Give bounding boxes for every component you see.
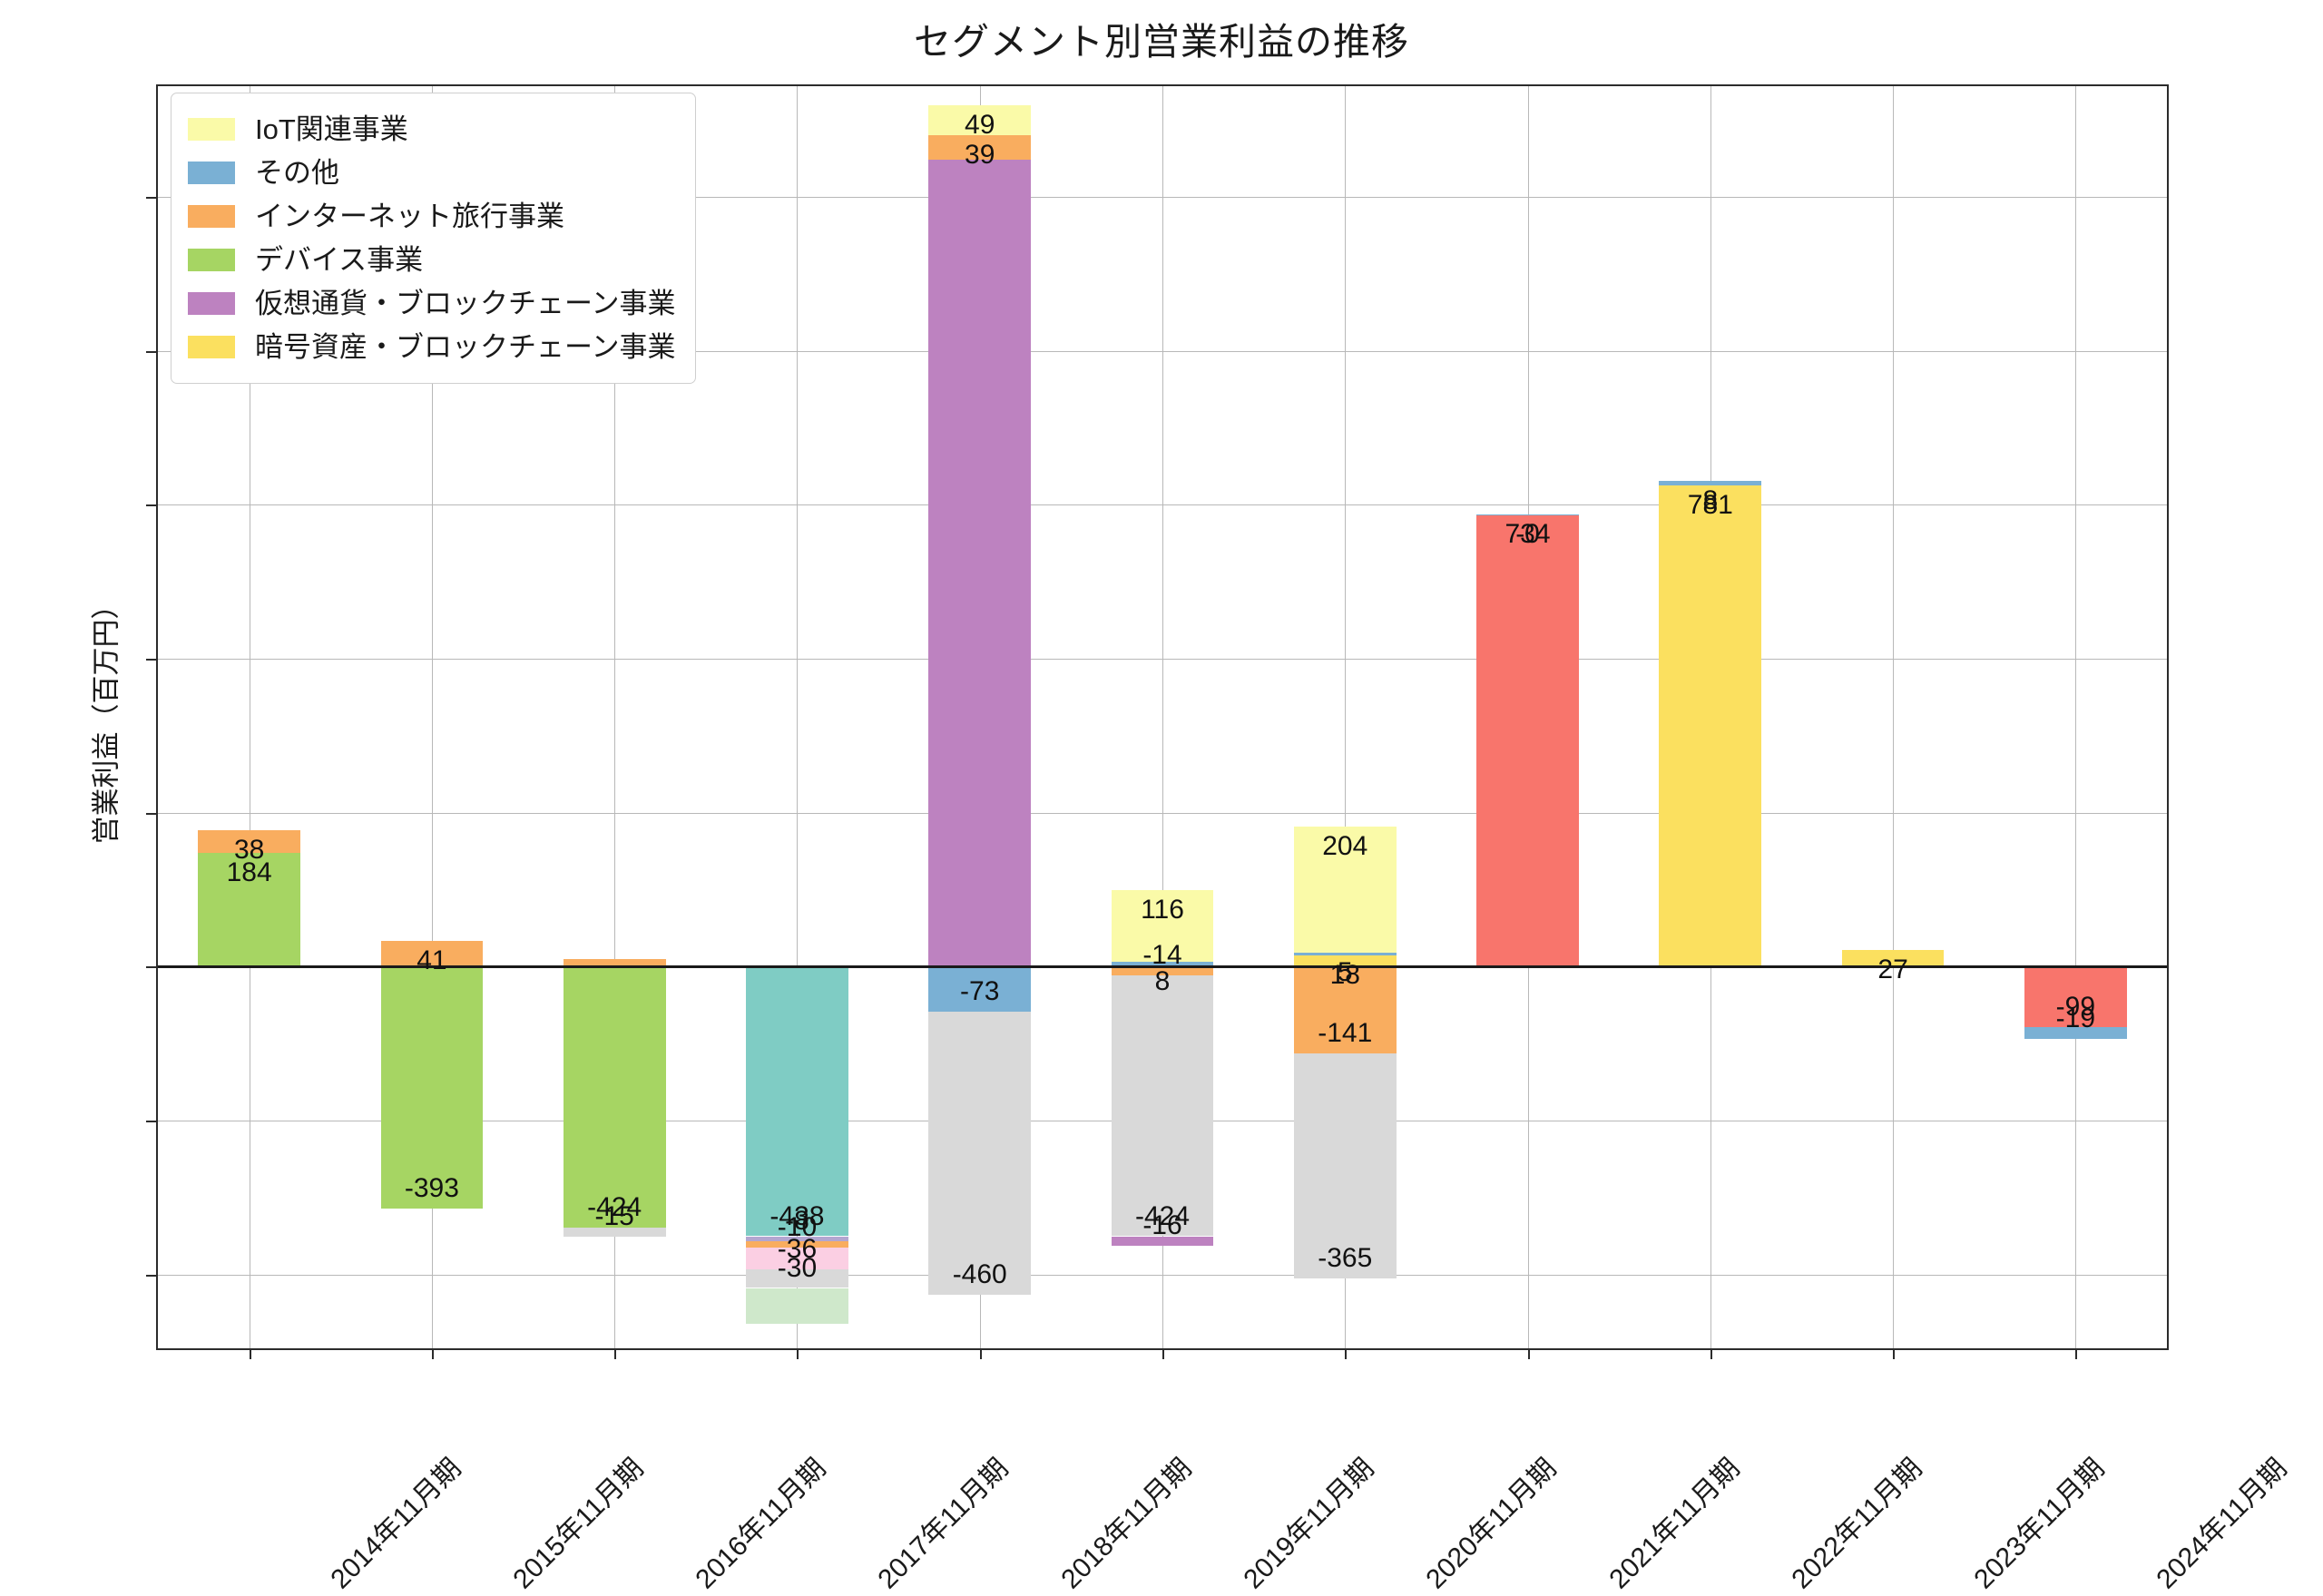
y-axis-tick-mark	[146, 1274, 158, 1277]
bar-segment[interactable]	[380, 941, 484, 967]
chart-legend: IoT関連事業 その他インターネット旅行事業 デバイス事業仮想通貨・ブロックチェーン…	[171, 93, 697, 384]
legend-swatch-icon	[188, 161, 235, 184]
bar-segment[interactable]	[746, 1288, 848, 1324]
bar-segment[interactable]	[1111, 1236, 1214, 1247]
x-axis-tick-label: 2019年11月期	[1238, 1453, 1380, 1595]
legend-swatch-icon	[188, 117, 235, 141]
x-axis-tick-mark	[797, 1348, 799, 1359]
bar-segment[interactable]	[928, 135, 1032, 160]
x-axis-tick-label: 2020年11月期	[1420, 1453, 1563, 1595]
x-axis-tick-label: 2021年11月期	[1603, 1453, 1746, 1595]
x-axis-tick-label: 2023年11月期	[1968, 1453, 2111, 1595]
bar-segment[interactable]	[928, 159, 1032, 967]
x-axis-tick-mark	[1710, 1348, 1712, 1359]
gridline-vertical	[2075, 86, 2077, 1348]
bar-segment[interactable]	[1293, 955, 1397, 967]
x-axis-tick-mark	[2075, 1348, 2078, 1359]
legend-item-label: その他	[255, 156, 339, 189]
gridline-vertical	[1893, 86, 1895, 1348]
legend-item-label: インターネット旅行事業	[255, 200, 564, 232]
bar-segment[interactable]	[746, 1247, 848, 1270]
y-axis-tick-mark	[146, 966, 158, 969]
x-axis-tick-label: 2024年11月期	[2151, 1453, 2293, 1595]
bar-segment[interactable]	[2024, 966, 2127, 1028]
gridline-vertical	[797, 86, 799, 1348]
bar-segment[interactable]	[746, 1269, 848, 1288]
x-axis-tick-label: 2017年11月期	[872, 1453, 1015, 1595]
gridline-vertical	[614, 86, 616, 1348]
legend-item-4[interactable]: 仮想通貨・ブロックチェーン事業	[188, 281, 675, 325]
legend-swatch-icon	[188, 291, 235, 315]
bar-segment[interactable]	[1111, 890, 1214, 962]
legend-item-label: IoT関連事業	[255, 113, 408, 145]
y-axis-tick-mark	[146, 1120, 158, 1122]
x-axis-tick-mark	[1345, 1348, 1348, 1359]
bar-segment[interactable]	[746, 1240, 848, 1248]
bar-segment[interactable]	[746, 966, 848, 1237]
x-axis-tick-label: 2015年11月期	[507, 1453, 650, 1595]
page-title: セグメント別営業利益の推移	[914, 21, 1409, 63]
x-axis-tick-label: 2022年11月期	[1786, 1453, 1928, 1595]
gridline-vertical	[1162, 86, 1163, 1348]
bar-segment[interactable]	[1841, 949, 1945, 967]
bar-segment[interactable]	[380, 966, 484, 1209]
bar-segment[interactable]	[928, 1011, 1032, 1295]
x-axis-tick-mark	[249, 1348, 251, 1359]
bar-segment[interactable]	[1293, 1053, 1397, 1278]
bar-segment[interactable]	[198, 829, 300, 854]
x-axis-tick-mark	[614, 1348, 617, 1359]
x-axis-tick-mark	[1527, 1348, 1530, 1359]
x-axis-tick-mark	[979, 1348, 982, 1359]
legend-item-label: 仮想通貨・ブロックチェーン事業	[255, 287, 676, 319]
legend-item-2[interactable]: インターネット旅行事業	[188, 194, 675, 238]
y-axis-tick-mark	[146, 197, 158, 200]
gridline-vertical	[431, 86, 433, 1348]
legend-swatch-icon	[188, 248, 235, 271]
x-axis-tick-label: 2016年11月期	[690, 1453, 832, 1595]
y-axis-tick-mark	[146, 504, 158, 507]
bar-segment[interactable]	[563, 966, 666, 1228]
bar-segment[interactable]	[1111, 961, 1214, 967]
legend-item-5[interactable]: 暗号資産・ブロックチェーン事業	[188, 325, 675, 368]
bar-segment[interactable]	[563, 1228, 666, 1238]
bar-segment[interactable]	[1659, 480, 1762, 486]
legend-item-label: デバイス事業	[255, 243, 424, 276]
x-axis-tick-label: 2018年11月期	[1055, 1453, 1198, 1595]
legend-item-0[interactable]: IoT関連事業	[188, 107, 675, 151]
bar-segment[interactable]	[1293, 827, 1397, 953]
bar-segment[interactable]	[1476, 514, 1579, 516]
bar-segment[interactable]	[1111, 974, 1214, 1237]
y-axis-tick-mark	[146, 659, 158, 661]
gridline-vertical	[1345, 86, 1347, 1348]
y-axis-label: 営業利益（百万円）	[90, 591, 123, 844]
bar-segment[interactable]	[563, 959, 666, 967]
bar-segment[interactable]	[198, 853, 300, 967]
legend-swatch-icon	[188, 335, 235, 358]
bar-segment[interactable]	[1293, 966, 1397, 1053]
x-axis-tick-mark	[431, 1348, 434, 1359]
zero-baseline	[158, 964, 2167, 968]
bar-segment[interactable]	[928, 105, 1032, 136]
y-axis-tick-mark	[146, 812, 158, 815]
y-axis-tick-mark	[146, 350, 158, 353]
x-axis-tick-mark	[1162, 1348, 1164, 1359]
x-axis-tick-label: 2014年11月期	[325, 1453, 467, 1595]
bar-segment[interactable]	[1476, 514, 1579, 967]
legend-swatch-icon	[188, 204, 235, 228]
bar-segment[interactable]	[746, 1236, 848, 1241]
x-axis-tick-mark	[1893, 1348, 1896, 1359]
chart-figure: セグメント別営業利益の推移 営業利益（百万円） 184 38 41 -393 -424-…	[90, 21, 2293, 1595]
bar-segment[interactable]	[1293, 952, 1397, 956]
bar-segment[interactable]	[1659, 485, 1762, 967]
legend-item-label: 暗号資産・ブロックチェーン事業	[255, 330, 676, 363]
legend-item-1[interactable]: その他	[188, 151, 675, 194]
bar-segment[interactable]	[928, 966, 1032, 1012]
legend-item-3[interactable]: デバイス事業	[188, 238, 675, 281]
bar-segment[interactable]	[2024, 1027, 2127, 1040]
bar-segment[interactable]	[1111, 966, 1214, 975]
